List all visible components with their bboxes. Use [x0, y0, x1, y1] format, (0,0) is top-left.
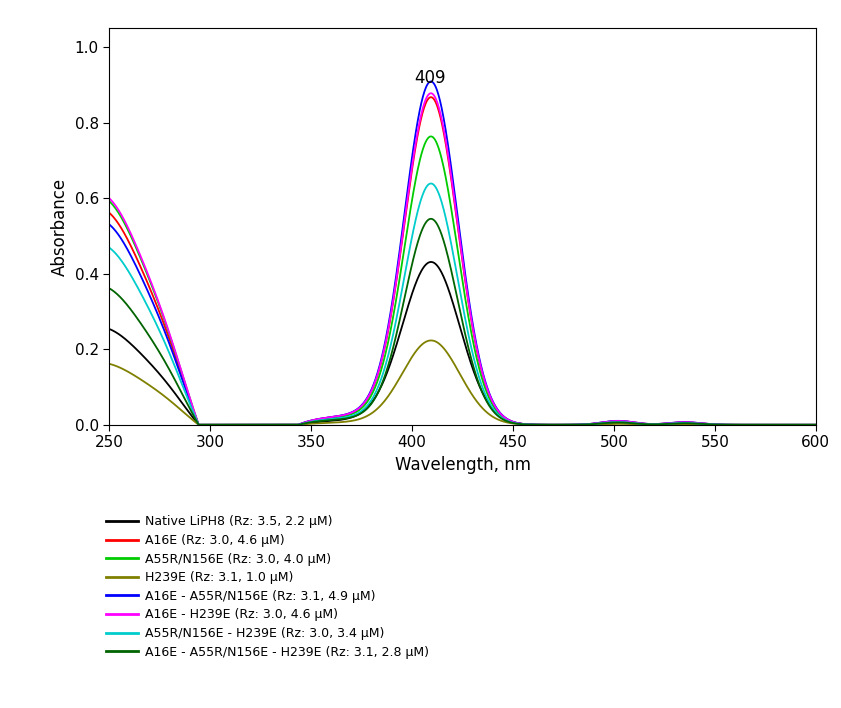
Line: Native LiPH8 (Rᴢ: 3.5, 2.2 μM): Native LiPH8 (Rᴢ: 3.5, 2.2 μM): [109, 262, 816, 425]
H239E (Rᴢ: 3.1, 1.0 μM): (294, 0): 3.1, 1.0 μM): (294, 0): [193, 421, 204, 429]
Native LiPH8 (Rᴢ: 3.5, 2.2 μM): (335, 0): 3.5, 2.2 μM): (335, 0): [276, 421, 286, 429]
A55R/N156E (Rᴢ: 3.0, 4.0 μM): (294, 0): 3.0, 4.0 μM): (294, 0): [193, 421, 204, 429]
A55R/N156E - H239E (Rᴢ: 3.0, 3.4 μM): (294, 0): 3.0, 3.4 μM): (294, 0): [193, 421, 204, 429]
Y-axis label: Absorbance: Absorbance: [51, 178, 69, 275]
Legend: Native LiPH8 (Rᴢ: 3.5, 2.2 μM), A16E (Rᴢ: 3.0, 4.6 μM), A55R/N156E (Rᴢ: 3.0, 4.0: Native LiPH8 (Rᴢ: 3.5, 2.2 μM), A16E (Rᴢ…: [102, 510, 434, 663]
Line: A55R/N156E (Rᴢ: 3.0, 4.0 μM): A55R/N156E (Rᴢ: 3.0, 4.0 μM): [109, 137, 816, 425]
A55R/N156E - H239E (Rᴢ: 3.0, 3.4 μM): (371, 0.0251): 3.0, 3.4 μM): (371, 0.0251): [348, 411, 358, 420]
Line: A16E - A55R/N156E (Rᴢ: 3.1, 4.9 μM): A16E - A55R/N156E (Rᴢ: 3.1, 4.9 μM): [109, 81, 816, 425]
Line: A55R/N156E - H239E (Rᴢ: 3.0, 3.4 μM): A55R/N156E - H239E (Rᴢ: 3.0, 3.4 μM): [109, 183, 816, 425]
A55R/N156E (Rᴢ: 3.0, 4.0 μM): (412, 0.747): 3.0, 4.0 μM): (412, 0.747): [431, 139, 442, 147]
A55R/N156E (Rᴢ: 3.0, 4.0 μM): (250, 0.592): 3.0, 4.0 μM): (250, 0.592): [104, 197, 114, 205]
Native LiPH8 (Rᴢ: 3.5, 2.2 μM): (595, 1.61e-15): 3.5, 2.2 μM): (595, 1.61e-15): [801, 421, 812, 429]
A16E - A55R/N156E (Rᴢ: 3.1, 4.9 μM): (335, 0): 3.1, 4.9 μM): (335, 0): [276, 421, 286, 429]
A16E - H239E (Rᴢ: 3.0, 4.6 μM): (534, 0.00675): 3.0, 4.6 μM): (534, 0.00675): [679, 418, 689, 426]
A16E - A55R/N156E - H239E (Rᴢ: 3.1, 2.8 μM): (600, 1.95e-17): 3.1, 2.8 μM): (600, 1.95e-17): [811, 421, 821, 429]
A16E - A55R/N156E (Rᴢ: 3.1, 4.9 μM): (409, 0.909): 3.1, 4.9 μM): (409, 0.909): [426, 77, 436, 86]
A16E - A55R/N156E - H239E (Rᴢ: 3.1, 2.8 μM): (412, 0.534): 3.1, 2.8 μM): (412, 0.534): [431, 219, 442, 227]
A55R/N156E - H239E (Rᴢ: 3.0, 3.4 μM): (409, 0.639): 3.0, 3.4 μM): (409, 0.639): [426, 179, 436, 188]
A16E (Rᴢ: 3.0, 4.6 μM): (412, 0.849): 3.0, 4.6 μM): (412, 0.849): [431, 100, 442, 108]
Line: A16E - A55R/N156E - H239E (Rᴢ: 3.1, 2.8 μM): A16E - A55R/N156E - H239E (Rᴢ: 3.1, 2.8 …: [109, 219, 816, 425]
A16E (Rᴢ: 3.0, 4.6 μM): (335, 0): 3.0, 4.6 μM): (335, 0): [276, 421, 286, 429]
A16E - H239E (Rᴢ: 3.0, 4.6 μM): (250, 0.6): 3.0, 4.6 μM): (250, 0.6): [104, 194, 114, 202]
A16E - H239E (Rᴢ: 3.0, 4.6 μM): (600, 3.13e-17): 3.0, 4.6 μM): (600, 3.13e-17): [811, 421, 821, 429]
A16E - H239E (Rᴢ: 3.0, 4.6 μM): (595, 3.27e-15): 3.0, 4.6 μM): (595, 3.27e-15): [801, 421, 812, 429]
A16E - A55R/N156E (Rᴢ: 3.1, 4.9 μM): (250, 0.531): 3.1, 4.9 μM): (250, 0.531): [104, 220, 114, 229]
A16E - A55R/N156E - H239E (Rᴢ: 3.1, 2.8 μM): (294, 0): 3.1, 2.8 μM): (294, 0): [193, 421, 204, 429]
A16E - A55R/N156E (Rᴢ: 3.1, 4.9 μM): (371, 0.0352): 3.1, 4.9 μM): (371, 0.0352): [348, 407, 358, 416]
A55R/N156E - H239E (Rᴢ: 3.0, 3.4 μM): (534, 0.00491): 3.0, 3.4 μM): (534, 0.00491): [679, 418, 689, 427]
H239E (Rᴢ: 3.1, 1.0 μM): (371, 0.0111): 3.1, 1.0 μM): (371, 0.0111): [348, 416, 358, 425]
A55R/N156E (Rᴢ: 3.0, 4.0 μM): (595, 2.85e-15): 3.0, 4.0 μM): (595, 2.85e-15): [801, 421, 812, 429]
Line: H239E (Rᴢ: 3.1, 1.0 μM): H239E (Rᴢ: 3.1, 1.0 μM): [109, 341, 816, 425]
A55R/N156E (Rᴢ: 3.0, 4.0 μM): (534, 0.00587): 3.0, 4.0 μM): (534, 0.00587): [679, 418, 689, 427]
X-axis label: Wavelength, nm: Wavelength, nm: [394, 456, 531, 474]
A55R/N156E - H239E (Rᴢ: 3.0, 3.4 μM): (434, 0.11): 3.0, 3.4 μM): (434, 0.11): [476, 379, 486, 387]
A16E - A55R/N156E (Rᴢ: 3.1, 4.9 μM): (534, 0.00699): 3.1, 4.9 μM): (534, 0.00699): [679, 418, 689, 426]
A55R/N156E (Rᴢ: 3.0, 4.0 μM): (335, 0): 3.0, 4.0 μM): (335, 0): [276, 421, 286, 429]
H239E (Rᴢ: 3.1, 1.0 μM): (412, 0.219): 3.1, 1.0 μM): (412, 0.219): [431, 338, 442, 346]
H239E (Rᴢ: 3.1, 1.0 μM): (595, 8.33e-16): 3.1, 1.0 μM): (595, 8.33e-16): [801, 421, 812, 429]
A55R/N156E (Rᴢ: 3.0, 4.0 μM): (434, 0.132): 3.0, 4.0 μM): (434, 0.132): [476, 371, 486, 379]
A16E - A55R/N156E (Rᴢ: 3.1, 4.9 μM): (600, 3.24e-17): 3.1, 4.9 μM): (600, 3.24e-17): [811, 421, 821, 429]
Native LiPH8 (Rᴢ: 3.5, 2.2 μM): (250, 0.254): 3.5, 2.2 μM): (250, 0.254): [104, 325, 114, 333]
A55R/N156E (Rᴢ: 3.0, 4.0 μM): (371, 0.0301): 3.0, 4.0 μM): (371, 0.0301): [348, 409, 358, 418]
A16E (Rᴢ: 3.0, 4.6 μM): (534, 0.00667): 3.0, 4.6 μM): (534, 0.00667): [679, 418, 689, 426]
A16E (Rᴢ: 3.0, 4.6 μM): (595, 3.23e-15): 3.0, 4.6 μM): (595, 3.23e-15): [801, 421, 812, 429]
Native LiPH8 (Rᴢ: 3.5, 2.2 μM): (371, 0.0212): 3.5, 2.2 μM): (371, 0.0212): [348, 413, 358, 421]
Native LiPH8 (Rᴢ: 3.5, 2.2 μM): (600, 1.54e-17): 3.5, 2.2 μM): (600, 1.54e-17): [811, 421, 821, 429]
A55R/N156E - H239E (Rᴢ: 3.0, 3.4 μM): (595, 2.38e-15): 3.0, 3.4 μM): (595, 2.38e-15): [801, 421, 812, 429]
A16E - A55R/N156E - H239E (Rᴢ: 3.1, 2.8 μM): (371, 0.0213): 3.1, 2.8 μM): (371, 0.0213): [348, 413, 358, 421]
A16E - A55R/N156E - H239E (Rᴢ: 3.1, 2.8 μM): (595, 2.03e-15): 3.1, 2.8 μM): (595, 2.03e-15): [801, 421, 812, 429]
Native LiPH8 (Rᴢ: 3.5, 2.2 μM): (409, 0.431): 3.5, 2.2 μM): (409, 0.431): [426, 258, 436, 266]
H239E (Rᴢ: 3.1, 1.0 μM): (250, 0.161): 3.1, 1.0 μM): (250, 0.161): [104, 360, 114, 368]
A16E - A55R/N156E - H239E (Rᴢ: 3.1, 2.8 μM): (434, 0.0943): 3.1, 2.8 μM): (434, 0.0943): [476, 385, 486, 394]
A16E (Rᴢ: 3.0, 4.6 μM): (250, 0.561): 3.0, 4.6 μM): (250, 0.561): [104, 209, 114, 217]
A16E - H239E (Rᴢ: 3.0, 4.6 μM): (412, 0.859): 3.0, 4.6 μM): (412, 0.859): [431, 96, 442, 105]
Text: 409: 409: [415, 69, 446, 87]
A16E - H239E (Rᴢ: 3.0, 4.6 μM): (294, 0): 3.0, 4.6 μM): (294, 0): [193, 421, 204, 429]
A16E - A55R/N156E (Rᴢ: 3.1, 4.9 μM): (294, 0): 3.1, 4.9 μM): (294, 0): [193, 421, 204, 429]
Native LiPH8 (Rᴢ: 3.5, 2.2 μM): (294, 0): 3.5, 2.2 μM): (294, 0): [193, 421, 204, 429]
H239E (Rᴢ: 3.1, 1.0 μM): (434, 0.0484): 3.1, 1.0 μM): (434, 0.0484): [476, 402, 486, 411]
H239E (Rᴢ: 3.1, 1.0 μM): (534, 0.00172): 3.1, 1.0 μM): (534, 0.00172): [679, 420, 689, 428]
A16E (Rᴢ: 3.0, 4.6 μM): (434, 0.15): 3.0, 4.6 μM): (434, 0.15): [476, 364, 486, 372]
A55R/N156E - H239E (Rᴢ: 3.0, 3.4 μM): (412, 0.625): 3.0, 3.4 μM): (412, 0.625): [431, 185, 442, 193]
A16E - A55R/N156E - H239E (Rᴢ: 3.1, 2.8 μM): (250, 0.361): 3.1, 2.8 μM): (250, 0.361): [104, 284, 114, 292]
A16E - A55R/N156E - H239E (Rᴢ: 3.1, 2.8 μM): (409, 0.546): 3.1, 2.8 μM): (409, 0.546): [426, 215, 436, 223]
A16E - A55R/N156E (Rᴢ: 3.1, 4.9 μM): (434, 0.157): 3.1, 4.9 μM): (434, 0.157): [476, 361, 486, 370]
A16E (Rᴢ: 3.0, 4.6 μM): (371, 0.0337): 3.0, 4.6 μM): (371, 0.0337): [348, 408, 358, 416]
H239E (Rᴢ: 3.1, 1.0 μM): (600, 7.97e-18): 3.1, 1.0 μM): (600, 7.97e-18): [811, 421, 821, 429]
A16E (Rᴢ: 3.0, 4.6 μM): (600, 3.1e-17): 3.0, 4.6 μM): (600, 3.1e-17): [811, 421, 821, 429]
Native LiPH8 (Rᴢ: 3.5, 2.2 μM): (412, 0.423): 3.5, 2.2 μM): (412, 0.423): [431, 261, 442, 269]
A16E (Rᴢ: 3.0, 4.6 μM): (409, 0.868): 3.0, 4.6 μM): (409, 0.868): [426, 93, 436, 101]
A55R/N156E - H239E (Rᴢ: 3.0, 3.4 μM): (335, 0): 3.0, 3.4 μM): (335, 0): [276, 421, 286, 429]
A55R/N156E (Rᴢ: 3.0, 4.0 μM): (600, 2.73e-17): 3.0, 4.0 μM): (600, 2.73e-17): [811, 421, 821, 429]
Line: A16E - H239E (Rᴢ: 3.0, 4.6 μM): A16E - H239E (Rᴢ: 3.0, 4.6 μM): [109, 93, 816, 425]
A55R/N156E - H239E (Rᴢ: 3.0, 3.4 μM): (250, 0.469): 3.0, 3.4 μM): (250, 0.469): [104, 244, 114, 252]
A16E - A55R/N156E (Rᴢ: 3.1, 4.9 μM): (412, 0.889): 3.1, 4.9 μM): (412, 0.889): [431, 85, 442, 93]
H239E (Rᴢ: 3.1, 1.0 μM): (335, 0): 3.1, 1.0 μM): (335, 0): [276, 421, 286, 429]
Line: A16E (Rᴢ: 3.0, 4.6 μM): A16E (Rᴢ: 3.0, 4.6 μM): [109, 97, 816, 425]
A16E - H239E (Rᴢ: 3.0, 4.6 μM): (434, 0.152): 3.0, 4.6 μM): (434, 0.152): [476, 363, 486, 372]
A16E - A55R/N156E - H239E (Rᴢ: 3.1, 2.8 μM): (534, 0.00419): 3.1, 2.8 μM): (534, 0.00419): [679, 419, 689, 428]
A16E (Rᴢ: 3.0, 4.6 μM): (294, 0): 3.0, 4.6 μM): (294, 0): [193, 421, 204, 429]
A16E - H239E (Rᴢ: 3.0, 4.6 μM): (335, 0): 3.0, 4.6 μM): (335, 0): [276, 421, 286, 429]
A16E - H239E (Rᴢ: 3.0, 4.6 μM): (371, 0.0343): 3.0, 4.6 μM): (371, 0.0343): [348, 408, 358, 416]
A16E - A55R/N156E (Rᴢ: 3.1, 4.9 μM): (595, 3.39e-15): 3.1, 4.9 μM): (595, 3.39e-15): [801, 421, 812, 429]
H239E (Rᴢ: 3.1, 1.0 μM): (409, 0.223): 3.1, 1.0 μM): (409, 0.223): [426, 336, 436, 345]
A55R/N156E - H239E (Rᴢ: 3.0, 3.4 μM): (600, 2.28e-17): 3.0, 3.4 μM): (600, 2.28e-17): [811, 421, 821, 429]
Native LiPH8 (Rᴢ: 3.5, 2.2 μM): (534, 0.00331): 3.5, 2.2 μM): (534, 0.00331): [679, 419, 689, 428]
A55R/N156E (Rᴢ: 3.0, 4.0 μM): (409, 0.764): 3.0, 4.0 μM): (409, 0.764): [426, 132, 436, 141]
Native LiPH8 (Rᴢ: 3.5, 2.2 μM): (434, 0.0934): 3.5, 2.2 μM): (434, 0.0934): [476, 385, 486, 394]
A16E - A55R/N156E - H239E (Rᴢ: 3.1, 2.8 μM): (335, 0): 3.1, 2.8 μM): (335, 0): [276, 421, 286, 429]
A16E - H239E (Rᴢ: 3.0, 4.6 μM): (409, 0.878): 3.0, 4.6 μM): (409, 0.878): [426, 89, 436, 98]
